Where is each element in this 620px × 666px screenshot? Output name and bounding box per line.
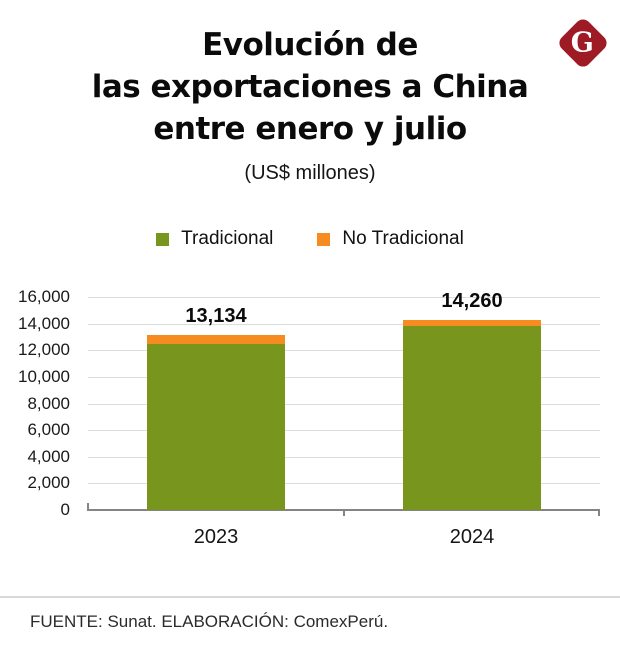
chart-title-line-3: entre enero y julio — [153, 111, 467, 147]
chart-title: Evolución de las exportaciones a China e… — [0, 24, 620, 150]
bar-segment-no-tradicional — [147, 335, 285, 344]
gridline — [88, 456, 600, 458]
gridline — [88, 430, 600, 432]
source-note: FUENTE: Sunat. ELABORACIÓN: ComexPerú. — [30, 612, 389, 631]
y-axis-tick-label: 8,000 — [27, 393, 70, 413]
gridline — [88, 376, 600, 378]
chart-subtitle: (US$ millones) — [244, 162, 376, 184]
bar-segment-tradicional — [147, 343, 285, 510]
x-axis-tick — [343, 511, 345, 516]
x-axis-category-label: 2023 — [193, 526, 239, 548]
bar-2023 — [147, 335, 285, 510]
legend-swatch — [156, 232, 170, 246]
y-axis-tick-label: 2,000 — [27, 473, 70, 493]
gridline — [88, 323, 600, 325]
gridline — [88, 350, 600, 352]
bar-2024 — [403, 320, 541, 510]
bar-segment-no-tradicional — [403, 320, 541, 326]
legend-item: No Tradicional — [317, 228, 464, 250]
x-axis-line — [87, 509, 600, 511]
legend-label: No Tradicional — [342, 228, 464, 249]
plot-area: 13,134 2023 14,260 2024 — [87, 290, 600, 548]
chart-title-line-1: Evolución de — [202, 27, 418, 63]
bar-total-label: 14,260 — [441, 290, 503, 313]
legend-label: Tradicional — [181, 228, 274, 249]
bar-segment-tradicional — [403, 325, 541, 510]
y-axis-tick-label: 0 — [60, 500, 70, 519]
x-axis-category-label: 2024 — [449, 526, 495, 548]
x-axis-tick — [87, 503, 89, 509]
legend-item: Tradicional — [156, 228, 273, 250]
gridline — [88, 483, 600, 485]
legend: Tradicional No Tradicional — [0, 226, 620, 252]
y-axis-tick-label: 4,000 — [27, 446, 70, 466]
y-axis-tick-label: 6,000 — [27, 420, 70, 440]
y-axis-tick-label: 12,000 — [18, 340, 70, 360]
y-axis-tick-label: 10,000 — [18, 366, 70, 386]
legend-swatch — [317, 232, 331, 246]
bar-total-label: 13,134 — [185, 305, 247, 328]
y-axis-tick-label: 14,000 — [18, 313, 70, 333]
gridline — [88, 403, 600, 405]
x-axis-tick — [598, 511, 600, 516]
footer-divider — [0, 596, 620, 598]
gridline — [88, 297, 600, 298]
chart-title-line-2: las exportaciones a China — [91, 69, 529, 105]
y-axis-tick-label: 16,000 — [18, 287, 70, 306]
